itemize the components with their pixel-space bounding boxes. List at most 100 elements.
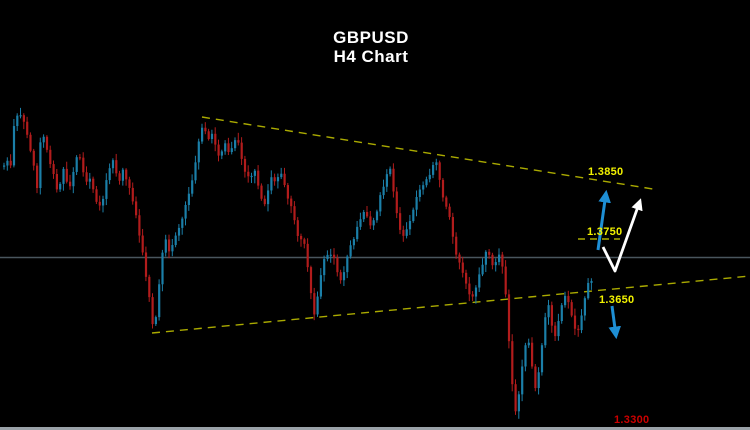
candle-body bbox=[19, 115, 22, 117]
trendlines bbox=[151, 116, 750, 334]
candle-body bbox=[336, 257, 339, 273]
candle-body bbox=[250, 175, 253, 178]
annotation-arrows bbox=[596, 189, 643, 340]
candle-body bbox=[544, 317, 547, 346]
candle-body bbox=[181, 218, 184, 228]
candle-body bbox=[154, 317, 157, 325]
candle-body bbox=[273, 177, 276, 182]
candle-body bbox=[415, 197, 418, 210]
candle-body bbox=[418, 189, 421, 198]
candle-body bbox=[573, 315, 577, 329]
candle-body bbox=[564, 295, 567, 306]
candle-body bbox=[187, 193, 190, 205]
candle-body bbox=[550, 305, 553, 326]
candle-body bbox=[204, 127, 207, 132]
candle-body bbox=[201, 127, 204, 142]
candle-body bbox=[230, 148, 233, 153]
candle-body bbox=[102, 198, 105, 206]
candle-body bbox=[69, 181, 72, 187]
candle-body bbox=[9, 160, 12, 166]
candle-body bbox=[234, 140, 237, 149]
candle-body bbox=[217, 144, 220, 156]
candle-body bbox=[220, 151, 223, 156]
candle-body bbox=[540, 345, 544, 373]
candle-body bbox=[263, 198, 266, 205]
candle-body bbox=[441, 179, 445, 198]
candle-body bbox=[280, 173, 283, 178]
candle-body bbox=[557, 321, 560, 337]
candle-body bbox=[184, 204, 187, 219]
candle-body bbox=[501, 254, 504, 267]
candle-body bbox=[260, 185, 263, 199]
candle-body bbox=[39, 142, 42, 189]
candle-body bbox=[425, 179, 428, 186]
candlestick-series bbox=[3, 107, 593, 419]
candle-body bbox=[92, 178, 95, 190]
price-label-resistance-target: 1.3850 bbox=[588, 166, 624, 178]
chart-title-timeframe: H4 Chart bbox=[333, 47, 409, 66]
candle-body bbox=[191, 180, 194, 194]
candle-body bbox=[379, 195, 382, 212]
candle-body bbox=[514, 384, 517, 412]
candle-body bbox=[392, 168, 395, 192]
bullish-arrow bbox=[596, 189, 611, 251]
candle-body bbox=[342, 272, 346, 281]
candle-body bbox=[115, 160, 118, 174]
candle-body bbox=[474, 287, 478, 297]
candle-body bbox=[445, 197, 448, 207]
candle-body bbox=[471, 294, 474, 297]
candle-body bbox=[389, 168, 392, 175]
candle-body bbox=[247, 171, 250, 177]
price-label-support-level: 1.3650 bbox=[599, 294, 635, 306]
candle-body bbox=[524, 345, 527, 367]
candle-body bbox=[52, 164, 55, 175]
candle-body bbox=[369, 216, 372, 226]
candle-body bbox=[352, 239, 355, 246]
candle-body bbox=[356, 226, 359, 240]
candle-body bbox=[461, 262, 464, 273]
candle-body bbox=[290, 198, 293, 207]
candle-body bbox=[151, 297, 154, 325]
candle-body bbox=[346, 256, 349, 273]
candle-body bbox=[224, 143, 227, 152]
candle-body bbox=[432, 165, 435, 175]
candle-body bbox=[3, 165, 6, 167]
candle-body bbox=[29, 134, 32, 151]
candle-body bbox=[174, 235, 177, 246]
candle-body bbox=[590, 280, 593, 283]
candle-body bbox=[105, 180, 108, 199]
candle-body bbox=[164, 239, 167, 253]
candle-body bbox=[144, 252, 148, 277]
candle-body bbox=[286, 185, 289, 199]
candle-body bbox=[395, 191, 398, 214]
candle-body bbox=[85, 172, 88, 182]
candle-body bbox=[45, 136, 49, 150]
candle-body bbox=[570, 302, 573, 316]
candle-body bbox=[507, 294, 511, 342]
candle-body bbox=[319, 275, 322, 297]
candle-body bbox=[158, 284, 161, 318]
candle-body bbox=[554, 325, 557, 337]
chart-title: GBPUSD H4 Chart bbox=[271, 28, 471, 66]
candle-body bbox=[468, 283, 471, 295]
candle-body bbox=[309, 267, 313, 294]
candle-body bbox=[326, 254, 329, 260]
candle-body bbox=[366, 211, 369, 217]
candle-body bbox=[267, 190, 270, 205]
candle-body bbox=[448, 206, 451, 218]
candle-body bbox=[402, 229, 405, 236]
candle-body bbox=[62, 168, 65, 184]
candle-body bbox=[171, 245, 174, 252]
candle-body bbox=[194, 162, 197, 181]
candle-body bbox=[399, 213, 402, 230]
candle-body bbox=[372, 220, 375, 226]
candle-body bbox=[6, 160, 9, 166]
candle-body bbox=[534, 366, 537, 389]
candle-body bbox=[257, 170, 260, 186]
candle-body bbox=[98, 201, 101, 206]
candle-body bbox=[547, 305, 550, 318]
candle-body bbox=[88, 178, 91, 182]
bearish-arrow bbox=[608, 305, 621, 340]
